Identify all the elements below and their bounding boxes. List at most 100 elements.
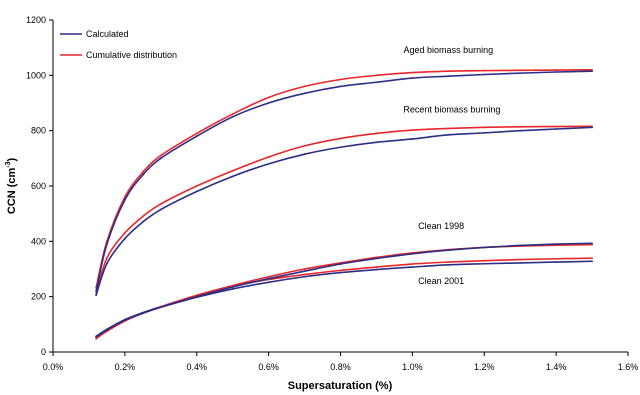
data-point bbox=[411, 252, 414, 255]
data-point bbox=[483, 246, 486, 249]
data-point bbox=[95, 337, 98, 340]
data-point bbox=[303, 85, 306, 88]
data-point bbox=[555, 69, 558, 71]
x-tick-label: 0.0% bbox=[43, 362, 64, 372]
data-point bbox=[375, 81, 378, 84]
data-point bbox=[141, 171, 144, 174]
data-point bbox=[519, 125, 522, 128]
data-point bbox=[411, 77, 414, 79]
data-point bbox=[106, 328, 108, 331]
data-point bbox=[231, 115, 234, 118]
data-point bbox=[411, 71, 414, 74]
data-point bbox=[591, 257, 593, 260]
data-point bbox=[483, 126, 486, 129]
data-point bbox=[591, 70, 593, 73]
data-point bbox=[195, 296, 198, 299]
data-point bbox=[411, 129, 414, 132]
annotations-layer: Aged biomass burning Recent biomass burni… bbox=[403, 45, 500, 286]
data-point bbox=[519, 258, 522, 261]
data-point bbox=[555, 71, 558, 73]
data-point bbox=[519, 262, 522, 264]
annotation-label: Clean 2001 bbox=[418, 276, 464, 286]
series-recent-biomass-burning-cumulative-distribution bbox=[95, 125, 593, 295]
annotation-label: Aged biomass burning bbox=[404, 45, 494, 55]
data-point bbox=[483, 73, 486, 76]
y-axis-title: CCN (cm-3) bbox=[5, 157, 18, 214]
data-point bbox=[231, 175, 234, 178]
data-point bbox=[339, 263, 342, 265]
y-tick-label: 800 bbox=[31, 126, 46, 136]
data-point bbox=[195, 132, 198, 135]
data-point bbox=[141, 221, 144, 223]
data-point bbox=[591, 260, 593, 263]
data-point bbox=[231, 113, 234, 115]
data-point bbox=[95, 335, 98, 338]
data-point bbox=[159, 154, 162, 157]
data-point bbox=[267, 277, 270, 280]
series-aged-biomass-burning-calculated bbox=[95, 70, 593, 293]
data-point bbox=[339, 269, 342, 272]
data-point bbox=[339, 137, 342, 140]
data-point bbox=[303, 270, 306, 273]
legend-item: Cumulative distribution bbox=[60, 50, 177, 60]
data-point bbox=[303, 92, 306, 95]
data-point bbox=[141, 311, 144, 314]
y-axis-title-close: ) bbox=[6, 157, 18, 161]
data-point bbox=[591, 68, 593, 71]
x-tick-label: 0.6% bbox=[258, 362, 279, 372]
data-point bbox=[267, 162, 270, 165]
legend: Calculated Cumulative distribution bbox=[60, 29, 177, 60]
y-tick-label: 0 bbox=[41, 347, 46, 357]
data-point bbox=[447, 249, 450, 252]
data-point bbox=[339, 85, 342, 88]
data-point bbox=[483, 259, 486, 262]
data-point bbox=[339, 78, 342, 81]
data-point bbox=[591, 126, 593, 129]
x-tick-label: 0.2% bbox=[115, 362, 136, 372]
data-point bbox=[483, 262, 486, 265]
data-point bbox=[159, 157, 162, 160]
y-ticks: 0 200 400 600 800 1000 1200 bbox=[26, 15, 53, 357]
data-point bbox=[375, 74, 378, 77]
data-point bbox=[375, 132, 378, 135]
data-point bbox=[95, 294, 98, 297]
data-point bbox=[303, 275, 306, 278]
data-point bbox=[483, 131, 486, 134]
data-point bbox=[267, 96, 270, 99]
data-point bbox=[123, 318, 126, 321]
data-point bbox=[123, 198, 126, 201]
data-point bbox=[106, 262, 108, 265]
x-tick-label: 0.8% bbox=[330, 362, 351, 372]
data-point bbox=[141, 215, 144, 218]
data-point bbox=[231, 288, 234, 290]
legend-item: Calculated bbox=[60, 29, 129, 39]
data-point bbox=[231, 286, 234, 288]
series-layer bbox=[95, 68, 593, 340]
data-point bbox=[555, 125, 558, 128]
data-point bbox=[519, 244, 522, 247]
data-point bbox=[375, 141, 378, 144]
data-point bbox=[519, 72, 522, 75]
data-point bbox=[447, 75, 450, 78]
annotation-label: Clean 1998 bbox=[418, 221, 464, 231]
data-point bbox=[303, 268, 306, 270]
y-tick-label: 1000 bbox=[26, 70, 46, 80]
data-point bbox=[447, 133, 450, 136]
data-point bbox=[375, 268, 378, 271]
y-tick-label: 200 bbox=[31, 292, 46, 302]
y-tick-label: 1200 bbox=[26, 15, 46, 25]
data-point bbox=[267, 281, 270, 284]
data-point bbox=[231, 169, 234, 172]
data-point bbox=[123, 232, 126, 234]
data-point bbox=[106, 243, 108, 246]
data-point bbox=[447, 70, 450, 73]
data-point bbox=[303, 144, 306, 147]
x-tick-label: 1.6% bbox=[618, 362, 639, 372]
data-point bbox=[447, 263, 450, 266]
legend-label: Calculated bbox=[86, 29, 129, 39]
data-point bbox=[519, 69, 522, 72]
data-point bbox=[375, 257, 378, 260]
data-point bbox=[447, 127, 450, 130]
data-point bbox=[106, 257, 108, 259]
x-ticks: 0.0% 0.2% 0.4% 0.6% 0.8% 1.0% 1.2% 1.4% 1.6% bbox=[43, 352, 639, 372]
